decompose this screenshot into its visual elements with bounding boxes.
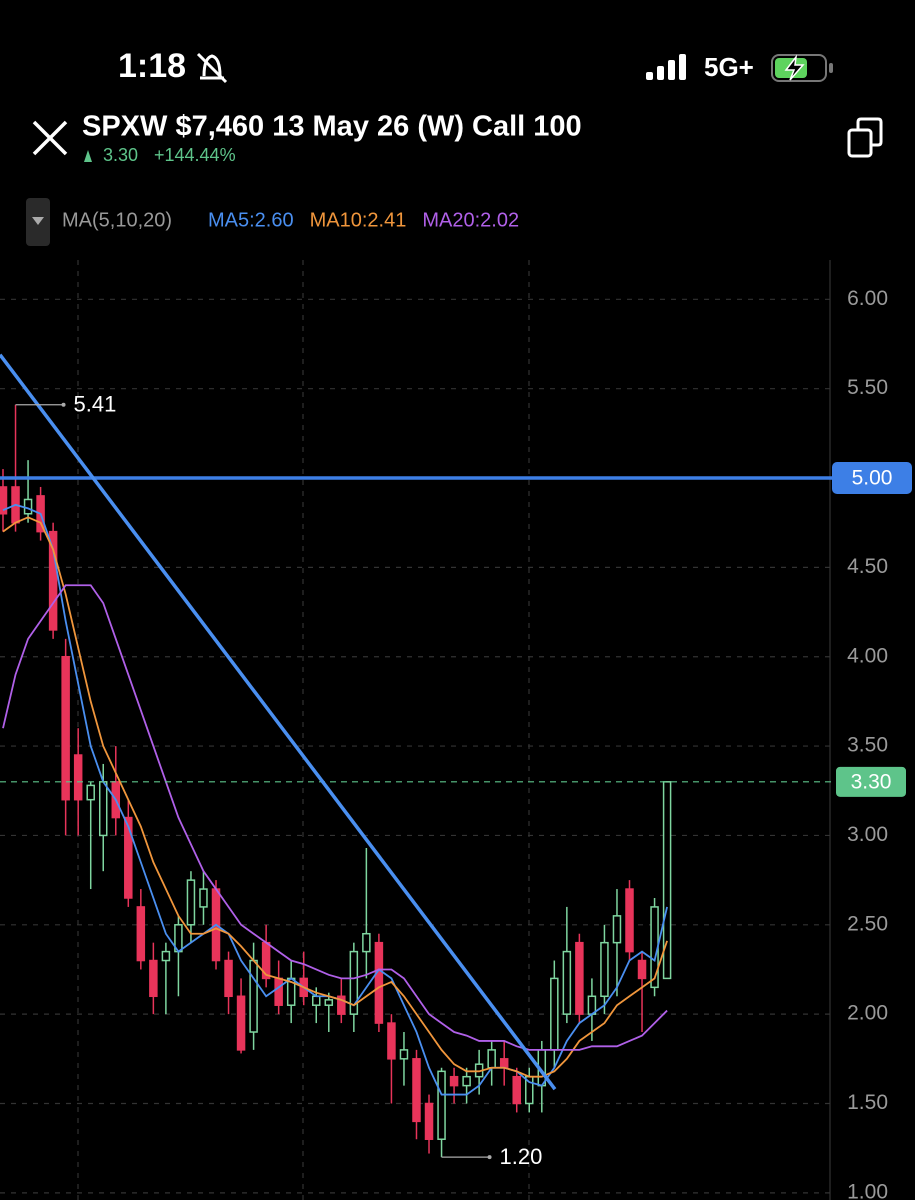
candle-body — [362, 932, 371, 953]
signal-icon — [646, 54, 686, 80]
candle-body — [512, 1075, 521, 1105]
legend-entry: MA20:2.02 — [422, 209, 519, 231]
candle-body — [249, 959, 258, 1033]
candle-body — [487, 1049, 496, 1069]
last-price-box — [836, 766, 906, 797]
dropdown-arrow — [32, 217, 44, 225]
indicator-label: MA(5,10,20) — [62, 209, 172, 231]
legend-entry: MA10:2.41 — [310, 209, 407, 231]
candle-body — [625, 888, 634, 953]
candle-body — [387, 1022, 396, 1060]
bell-muted-icon — [196, 52, 228, 84]
low-marker-dot — [487, 1155, 492, 1160]
y-tick-label: 1.50 — [847, 1091, 888, 1114]
candle-body — [86, 784, 95, 801]
y-tick-label: 3.50 — [847, 734, 888, 757]
candle-body — [550, 977, 559, 1051]
candle-body — [600, 941, 609, 998]
ma-line — [2, 516, 668, 1078]
level-label-box — [832, 462, 912, 495]
low-marker-label: 1.20 — [500, 1144, 543, 1169]
contract-title: SPXW $7,460 13 May 26 (W) Call 100 — [82, 111, 582, 143]
copy-button[interactable] — [847, 117, 883, 158]
candle-body — [374, 941, 384, 1024]
candle-body — [637, 959, 647, 980]
close-button[interactable] — [32, 120, 68, 156]
y-tick-label: 5.50 — [847, 376, 888, 399]
candle-body — [412, 1058, 421, 1123]
candle-body — [449, 1075, 459, 1087]
candle-body — [149, 959, 158, 998]
candle-body — [349, 950, 359, 1015]
candle-body — [73, 754, 83, 801]
vertical-grid — [77, 260, 831, 1200]
candle-body — [575, 941, 584, 1015]
candle-body — [499, 1058, 509, 1069]
y-tick-label: 2.50 — [847, 912, 888, 935]
y-tick-label: 6.00 — [847, 287, 888, 310]
candle-body — [61, 655, 70, 801]
price: 3.30 — [103, 145, 138, 165]
candle-body — [424, 1102, 434, 1140]
candle-body — [337, 995, 346, 1015]
candle-body — [161, 950, 171, 962]
candle-body — [0, 486, 8, 515]
candle-body — [98, 781, 108, 837]
candle-body — [136, 906, 146, 962]
network-label: 5G+ — [704, 52, 754, 82]
candle-body — [274, 977, 283, 1006]
candle-body — [186, 879, 196, 926]
candle-body — [312, 995, 321, 1006]
candle-body — [662, 781, 672, 980]
candle-body — [324, 999, 334, 1006]
high-marker-dot — [61, 402, 66, 407]
y-tick-label: 1.00 — [847, 1180, 888, 1200]
candle-body — [23, 498, 33, 515]
candle-body — [437, 1070, 446, 1140]
last-price-label: 3.30 — [851, 770, 892, 793]
candle-body — [48, 530, 58, 631]
y-tick-label: 4.00 — [847, 644, 888, 667]
legend-entry: MA5:2.60 — [208, 209, 294, 231]
y-tick-label: 3.00 — [847, 823, 888, 846]
up-arrow — [84, 150, 92, 162]
candle-body — [612, 915, 622, 944]
candle-body — [124, 816, 133, 899]
trendline — [0, 353, 557, 1091]
candle-body — [199, 888, 208, 908]
status-time: 1:18 — [118, 47, 186, 85]
high-marker-label: 5.41 — [74, 392, 117, 417]
y-tick-label: 4.50 — [847, 555, 888, 578]
candle-body — [462, 1075, 471, 1087]
battery-icon — [771, 54, 833, 82]
candle-body — [399, 1049, 409, 1060]
y-tick-label: 2.00 — [847, 1002, 888, 1025]
candle-body — [562, 950, 572, 1015]
price-change: +144.44% — [154, 145, 236, 165]
candle-body — [224, 959, 233, 998]
candle-body — [236, 995, 246, 1051]
level-label: 5.00 — [852, 467, 893, 490]
ma-line — [2, 584, 668, 1051]
